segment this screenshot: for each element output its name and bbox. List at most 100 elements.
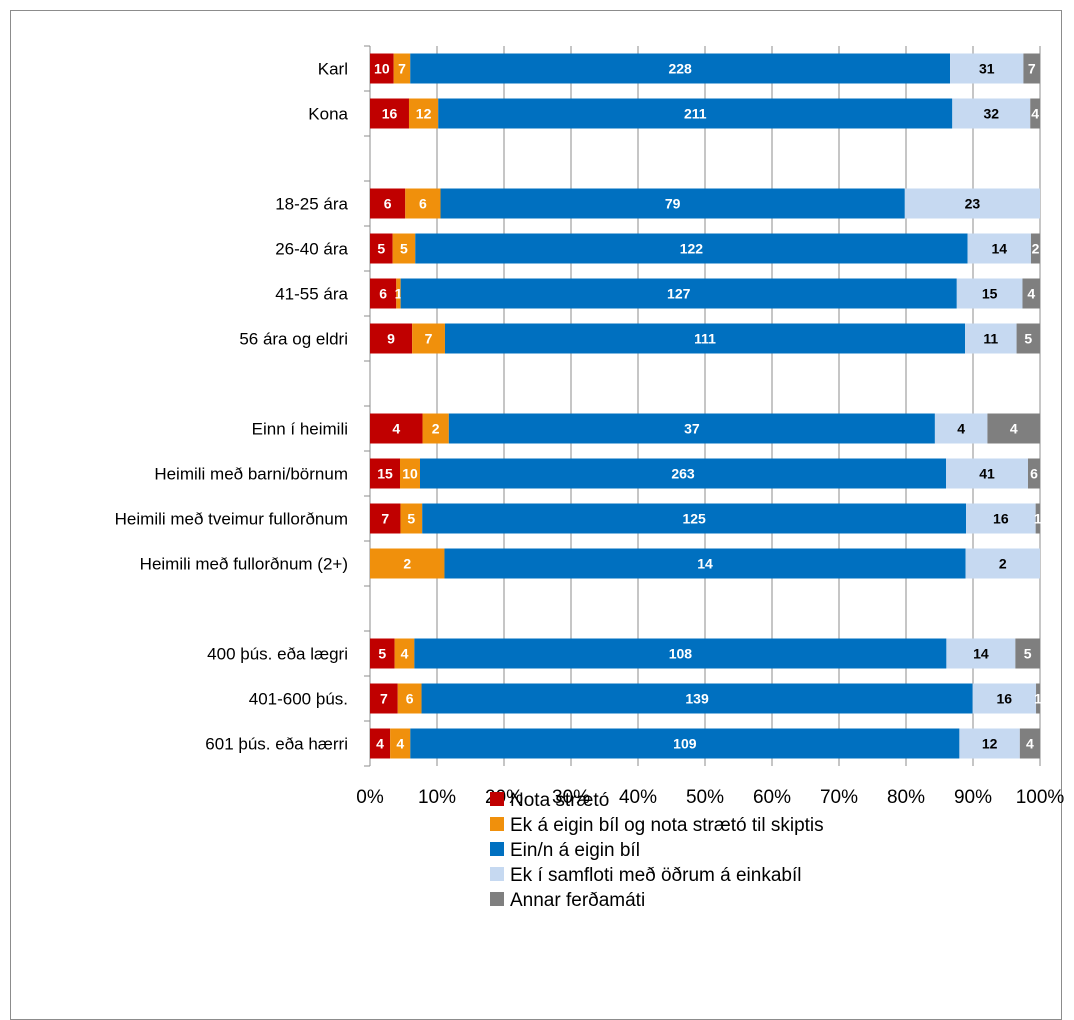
category-label: Kona [308, 105, 348, 124]
legend-item[interactable]: Ek í samfloti með öðrum á einkabíl [490, 865, 801, 886]
bar-segment [440, 188, 905, 219]
bar-segment [956, 278, 1023, 309]
bars: 10 7 228 31 716 12 211 32 46 6 79 235 5 122 14 26 1 127 15… [370, 53, 1042, 759]
bar-segment [904, 188, 1040, 219]
bar-segment [400, 278, 957, 309]
bar-segment [987, 413, 1040, 444]
bar-segment [370, 98, 409, 129]
x-tick-label: 100% [1016, 787, 1065, 808]
bar-segment [393, 53, 411, 84]
bar-segment [965, 323, 1017, 354]
data-label: 10 [374, 61, 390, 77]
bar-segment [408, 98, 439, 129]
legend-label: Ein/n á eigin bíl [510, 840, 640, 861]
category-label: Heimili með barni/börnum [154, 465, 348, 484]
bar-segment [1019, 728, 1040, 759]
legend-label: Annar ferðamáti [510, 890, 645, 911]
bar-segment [400, 503, 423, 534]
bar-segment [370, 548, 445, 579]
data-label: 9 [387, 331, 395, 347]
category-label: 26-40 ára [275, 240, 348, 259]
data-label: 2 [403, 556, 411, 572]
bar-segment [438, 98, 953, 129]
bar-segment [967, 233, 1031, 264]
data-label: 16 [382, 106, 398, 122]
data-label: 109 [673, 736, 697, 752]
data-label: 5 [400, 241, 408, 257]
bar-segment [1030, 233, 1040, 264]
bar-segment [448, 413, 935, 444]
legend[interactable]: Nota strætó Ek á eigin bíl og nota strætó… [490, 790, 824, 911]
bar-segment [397, 683, 422, 714]
data-label: 2 [432, 421, 440, 437]
legend-swatch [490, 867, 504, 881]
bar-segment [410, 728, 960, 759]
data-label: 41 [979, 466, 995, 482]
bar-segment [370, 278, 397, 309]
data-label: 211 [684, 106, 707, 122]
bar-segment [946, 638, 1016, 669]
x-tick-label: 50% [686, 787, 724, 808]
bar-segment [405, 188, 441, 219]
bar-segment [1016, 323, 1040, 354]
data-label: 7 [380, 691, 388, 707]
bar-segment [1022, 278, 1040, 309]
data-label: 31 [979, 61, 995, 77]
legend-swatch [490, 817, 504, 831]
data-label: 6 [384, 196, 392, 212]
bar-segment [422, 413, 449, 444]
data-label: 1 [395, 286, 403, 302]
data-label: 14 [697, 556, 713, 572]
bar-segment [370, 188, 406, 219]
bar-segment [396, 278, 401, 309]
data-label: 37 [684, 421, 700, 437]
data-label: 7 [1028, 61, 1036, 77]
legend-label: Ek á eigin bíl og nota strætó til skipti… [510, 815, 824, 836]
bar-segment [950, 53, 1024, 84]
data-label: 12 [416, 106, 432, 122]
bar-segment [1015, 638, 1040, 669]
legend-item[interactable]: Ek á eigin bíl og nota strætó til skipti… [490, 815, 824, 836]
data-label: 111 [694, 331, 716, 347]
bar-segment [420, 458, 946, 489]
bar-segment [444, 323, 966, 354]
legend-item[interactable]: Ein/n á eigin bíl [490, 840, 640, 861]
data-label: 6 [419, 196, 427, 212]
bar-segment [370, 53, 394, 84]
x-tick-label: 80% [887, 787, 925, 808]
bar-segment [370, 638, 395, 669]
legend-item[interactable]: Nota strætó [490, 790, 609, 811]
data-label: 2 [999, 556, 1007, 572]
bar-segment [415, 233, 968, 264]
bar-segment [370, 728, 391, 759]
data-label: 7 [381, 511, 389, 527]
legend-swatch [490, 892, 504, 906]
bar-segment [1035, 503, 1040, 534]
bar-segment [972, 683, 1037, 714]
x-axis-ticks: 0%10%20%30%40%50%60%70%80%90%100% [356, 787, 1064, 808]
bar-segment [1036, 683, 1040, 714]
x-tick-label: 60% [753, 787, 791, 808]
category-label: Karl [318, 60, 348, 79]
bar-segment [412, 323, 445, 354]
data-label: 23 [965, 196, 981, 212]
bar-segment [390, 728, 411, 759]
data-label: 127 [667, 286, 691, 302]
data-label: 4 [1026, 736, 1034, 752]
data-label: 79 [665, 196, 681, 212]
data-label: 5 [377, 241, 385, 257]
data-label: 4 [957, 421, 965, 437]
legend-item[interactable]: Annar ferðamáti [490, 890, 645, 911]
bar-segment [370, 413, 423, 444]
data-label: 4 [376, 736, 384, 752]
bar-segment [934, 413, 988, 444]
bar-segment [422, 503, 967, 534]
bar-segment [370, 233, 393, 264]
x-tick-label: 70% [820, 787, 858, 808]
data-label: 16 [997, 691, 1013, 707]
data-label: 122 [680, 241, 704, 257]
bar-segment [1028, 458, 1040, 489]
data-label: 11 [983, 331, 998, 347]
category-label: Heimili með tveimur fullorðnum [115, 510, 348, 529]
